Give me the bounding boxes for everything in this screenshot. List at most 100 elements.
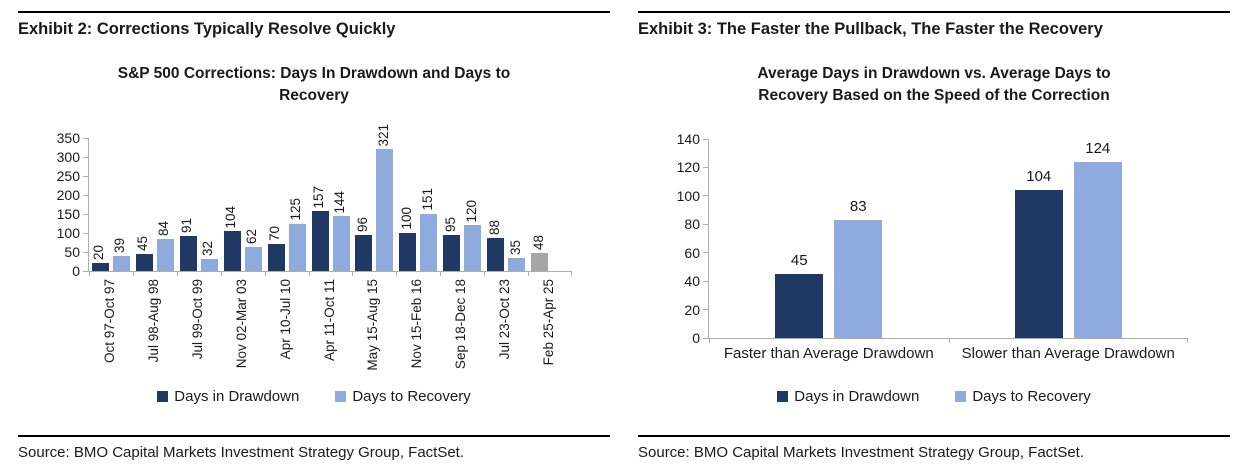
y-axis-tick xyxy=(703,309,709,311)
legend-item-days-in-drawdown: Days in Drawdown xyxy=(777,388,919,405)
y-axis-tick xyxy=(703,252,709,254)
y-axis-tick xyxy=(83,194,89,196)
y-axis-tick-label: 20 xyxy=(684,301,700,318)
x-axis-tick xyxy=(709,338,710,343)
legend-item-days-to-recovery: Days to Recovery xyxy=(955,388,1091,405)
bar-days-to-recovery xyxy=(112,256,130,271)
bar-days-to-recovery xyxy=(420,213,438,271)
x-axis-tick xyxy=(352,271,354,276)
legend-swatch-days-to-recovery xyxy=(335,391,347,402)
bar-value-label: 35 xyxy=(507,239,523,255)
y-axis-tick-label: 120 xyxy=(676,159,700,176)
x-axis-category-label: Apr 11-Oct 11 xyxy=(321,279,337,362)
top-rule xyxy=(638,11,1230,13)
x-axis-tick xyxy=(220,271,222,276)
bar-days-to-recovery xyxy=(332,216,350,271)
y-axis-tick-label: 150 xyxy=(56,206,80,222)
bar-value-label: 83 xyxy=(849,198,867,216)
bar-days-in-drawdown xyxy=(223,231,241,271)
bottom-rule xyxy=(18,435,610,437)
y-axis-tick xyxy=(83,213,89,215)
x-axis-category-label: May 15-Aug 15 xyxy=(365,279,381,371)
left-chart-title-line1: S&P 500 Corrections: Days In Drawdown an… xyxy=(117,65,511,82)
bar-value-label: 151 xyxy=(419,188,435,211)
bar-days-to-recovery xyxy=(288,223,306,271)
y-axis-tick-label: 80 xyxy=(684,216,700,233)
exhibit-2-panel: Exhibit 2: Corrections Typically Resolve… xyxy=(18,11,610,469)
left-bar-chart-plot: 0 50 100 150 200 250 300 350 20 39 Oct 97-Oct 97 45… xyxy=(57,124,572,371)
x-axis-category-label: Jul 99-Oct 99 xyxy=(189,279,205,360)
x-axis-tick xyxy=(264,271,266,276)
bar-value-label: 100 xyxy=(398,207,414,230)
bar-days-in-drawdown xyxy=(487,237,505,271)
legend-label: Days to Recovery xyxy=(352,388,471,405)
left-chart-legend: Days in Drawdown Days to Recovery xyxy=(18,388,610,405)
y-axis-tick xyxy=(703,223,709,225)
right-chart-title-line1: Average Days in Drawdown vs. Average Day… xyxy=(757,65,1111,82)
x-axis-category-label: Oct 97-Oct 97 xyxy=(101,279,117,364)
y-axis-tick-label: 100 xyxy=(676,187,700,204)
legend-item-days-to-recovery: Days to Recovery xyxy=(335,388,471,405)
bar-value-label: 321 xyxy=(375,123,391,147)
x-axis-category-label: Feb 25-Apr 25 xyxy=(541,279,557,366)
y-axis-tick-label: 140 xyxy=(676,131,700,147)
bar-days-in-drawdown xyxy=(355,234,373,271)
bar-value-label: 96 xyxy=(354,216,370,232)
legend-label: Days to Recovery xyxy=(972,388,1091,405)
x-axis-category-label: Nov 15-Feb 16 xyxy=(409,279,425,369)
right-chart-title: Average Days in Drawdown vs. Average Day… xyxy=(638,63,1230,107)
bar-value-label: 104 xyxy=(1026,168,1052,186)
right-chart-legend: Days in Drawdown Days to Recovery xyxy=(638,388,1230,405)
x-axis-tick xyxy=(132,271,134,276)
y-axis-tick xyxy=(83,232,89,234)
bar-value-label: 62 xyxy=(244,229,260,245)
x-axis-tick xyxy=(440,271,442,276)
exhibit-3-header: Exhibit 3: The Faster the Pullback, The … xyxy=(638,20,1103,38)
y-axis-tick-label: 50 xyxy=(64,244,80,260)
y-axis-tick-label: 40 xyxy=(684,273,700,290)
bar-days-in-drawdown xyxy=(91,263,109,271)
y-axis-tick xyxy=(83,156,89,158)
bar-value-label: 32 xyxy=(200,240,216,256)
y-axis-tick-label: 350 xyxy=(56,130,80,146)
bar-days-in-drawdown xyxy=(443,234,461,271)
legend-swatch-days-in-drawdown xyxy=(157,391,169,402)
bar-days-in-drawdown xyxy=(179,236,197,271)
bar-value-label: 125 xyxy=(288,197,304,221)
y-axis-tick xyxy=(703,337,709,339)
bar-value-label: 157 xyxy=(311,185,326,209)
bar-days-in-drawdown xyxy=(531,252,549,271)
x-axis-tick xyxy=(308,271,310,276)
bar-days-to-recovery xyxy=(1073,161,1122,338)
x-axis-tick xyxy=(89,271,90,276)
left-chart-title-line2: Recovery xyxy=(279,87,349,104)
y-axis-tick-label: 300 xyxy=(56,149,80,165)
bar-value-label: 124 xyxy=(1085,139,1111,157)
exhibit-3-panel: Exhibit 3: The Faster the Pullback, The … xyxy=(638,11,1230,469)
bar-value-label: 91 xyxy=(179,218,195,234)
bar-days-in-drawdown xyxy=(267,244,285,271)
x-axis-tick xyxy=(176,271,178,276)
bar-value-label: 48 xyxy=(530,234,546,250)
right-source-note: Source: BMO Capital Markets Investment S… xyxy=(638,444,1085,461)
bar-days-to-recovery xyxy=(508,257,526,271)
y-axis-tick-label: 100 xyxy=(56,225,80,241)
bar-days-to-recovery xyxy=(244,247,262,271)
x-axis-category-label: Jul 23-Oct 23 xyxy=(497,279,513,360)
y-axis-tick xyxy=(703,280,709,282)
y-axis-tick xyxy=(83,251,89,253)
bar-days-in-drawdown xyxy=(311,211,329,271)
right-chart-title-line2: Recovery Based on the Speed of the Corre… xyxy=(758,87,1110,104)
x-axis-category-label: Faster than Average Drawdown xyxy=(723,345,934,362)
x-axis-category-label: Jul 98-Aug 98 xyxy=(145,279,161,363)
x-axis-tick xyxy=(484,271,486,276)
x-axis-tick xyxy=(396,271,398,276)
bar-value-label: 84 xyxy=(156,221,172,237)
bar-value-label: 88 xyxy=(486,219,502,235)
x-axis-tick xyxy=(948,338,950,343)
y-axis-tick-label: 200 xyxy=(56,187,80,203)
y-axis-tick xyxy=(83,270,89,272)
x-axis-tick xyxy=(1187,338,1188,343)
right-bar-chart-plot: 0 20 40 60 80 100 120 140 45 83 Faster than Averag… xyxy=(677,131,1188,361)
bar-days-to-recovery xyxy=(200,258,218,271)
